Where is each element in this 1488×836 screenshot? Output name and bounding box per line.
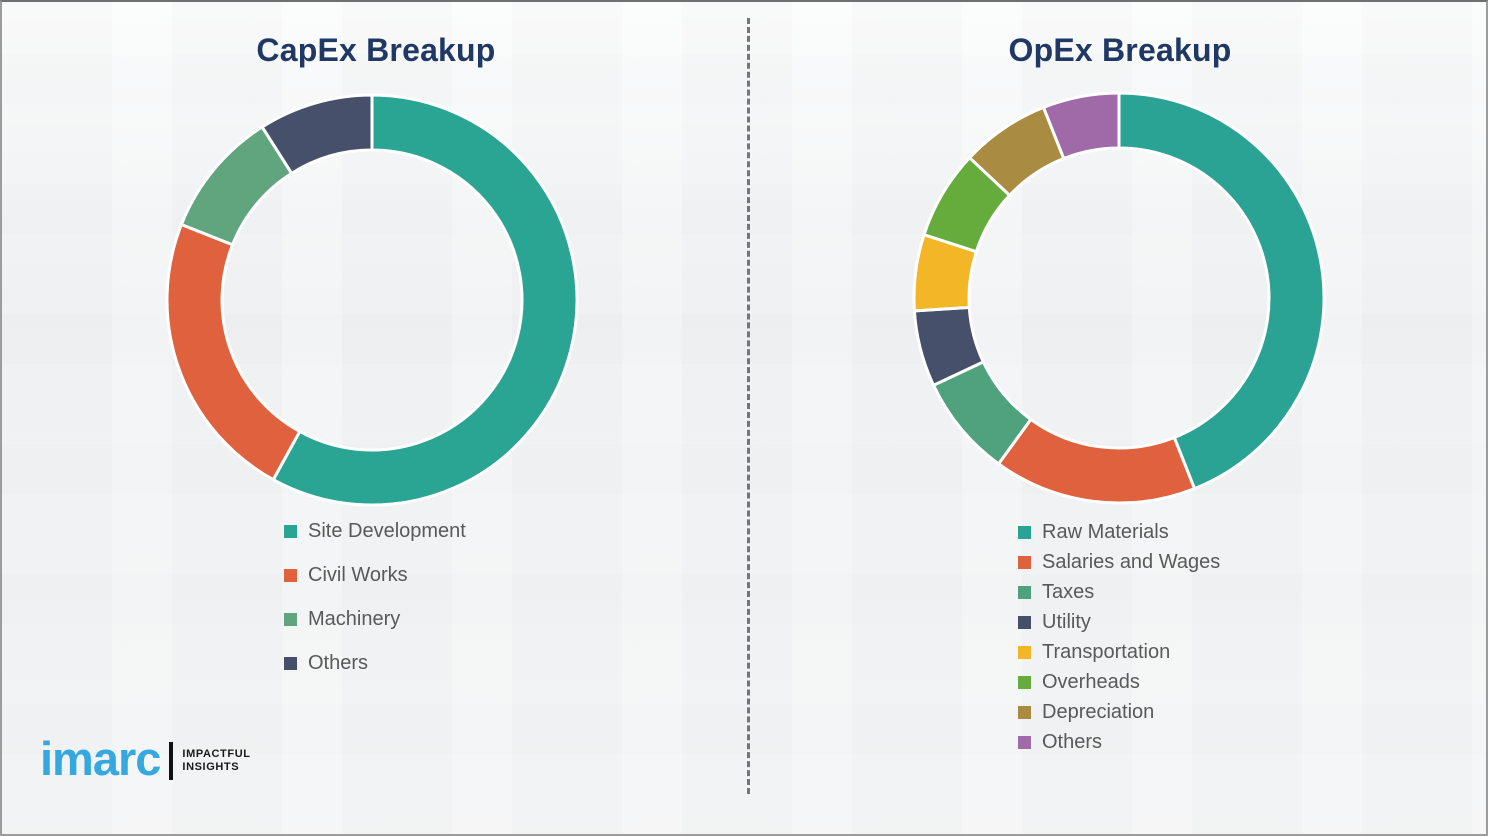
legend-label: Depreciation xyxy=(1042,700,1155,723)
legend-item-taxes: Taxes xyxy=(1018,577,1220,607)
opex-donut-chart xyxy=(912,91,1326,505)
legend-label: Salaries and Wages xyxy=(1042,550,1221,573)
tagline-line2: INSIGHTS xyxy=(182,760,240,773)
legend-label: Machinery xyxy=(308,607,401,630)
legend-marker-salaries-and-wages xyxy=(1018,555,1031,569)
capex-legend: Site Development Civil Works Machinery Othe… xyxy=(284,509,466,685)
imarc-logo: imarc IMPACTFUL INSIGHTS xyxy=(40,735,251,782)
donut-slice-civil-works xyxy=(165,222,302,482)
legend-label: Others xyxy=(308,651,369,674)
legend-marker-site-development xyxy=(284,524,297,538)
opex-title: OpEx Breakup xyxy=(1008,32,1232,68)
legend-label: Site Development xyxy=(308,519,466,542)
legend-label: Utility xyxy=(1042,610,1091,633)
legend-marker-civil-works xyxy=(284,568,297,582)
capex-title: CapEx Breakup xyxy=(256,32,496,68)
legend-item-salaries-and-wages: Salaries and Wages xyxy=(1018,547,1220,577)
capex-donut-chart xyxy=(165,93,579,507)
legend-label: Taxes xyxy=(1042,580,1095,603)
legend-marker-depreciation xyxy=(1018,705,1031,719)
legend-item-transportation: Transportation xyxy=(1018,637,1220,667)
donut-slice-others xyxy=(260,93,374,176)
legend-marker-overheads xyxy=(1018,675,1031,689)
legend-label: Raw Materials xyxy=(1042,520,1169,543)
imarc-logo-tagline: IMPACTFUL INSIGHTS xyxy=(182,748,250,774)
legend-marker-machinery xyxy=(284,612,297,626)
legend-item-others: Others xyxy=(1018,727,1220,757)
legend-item-overheads: Overheads xyxy=(1018,667,1220,697)
legend-item-utility: Utility xyxy=(1018,607,1220,637)
legend-marker-others xyxy=(284,656,297,670)
legend-label: Overheads xyxy=(1042,670,1140,693)
divider-dashed-line xyxy=(747,18,750,794)
legend-label: Others xyxy=(1042,730,1103,753)
legend-label: Civil Works xyxy=(308,563,408,586)
donut-slice-others xyxy=(1041,91,1121,161)
opex-legend: Raw Materials Salaries and Wages Taxes Util… xyxy=(1018,517,1220,757)
imarc-logo-bar xyxy=(169,741,174,780)
imarc-logo-text: imarc xyxy=(40,732,161,785)
legend-item-others: Others xyxy=(284,641,466,685)
legend-marker-utility xyxy=(1018,615,1031,629)
legend-item-machinery: Machinery xyxy=(284,597,466,641)
legend-item-site-development: Site Development xyxy=(284,509,466,553)
legend-item-civil-works: Civil Works xyxy=(284,553,466,597)
tagline-line1: IMPACTFUL xyxy=(182,747,251,760)
donut-slice-salaries-and-wages xyxy=(996,417,1197,505)
legend-marker-others xyxy=(1018,735,1031,749)
legend-marker-raw-materials xyxy=(1018,525,1031,539)
donut-slice-site-development xyxy=(271,93,579,507)
legend-marker-transportation xyxy=(1018,645,1031,659)
legend-marker-taxes xyxy=(1018,585,1031,599)
legend-item-depreciation: Depreciation xyxy=(1018,697,1220,727)
legend-item-raw-materials: Raw Materials xyxy=(1018,517,1220,547)
donut-slice-raw-materials xyxy=(1117,91,1326,491)
legend-label: Transportation xyxy=(1042,640,1171,663)
